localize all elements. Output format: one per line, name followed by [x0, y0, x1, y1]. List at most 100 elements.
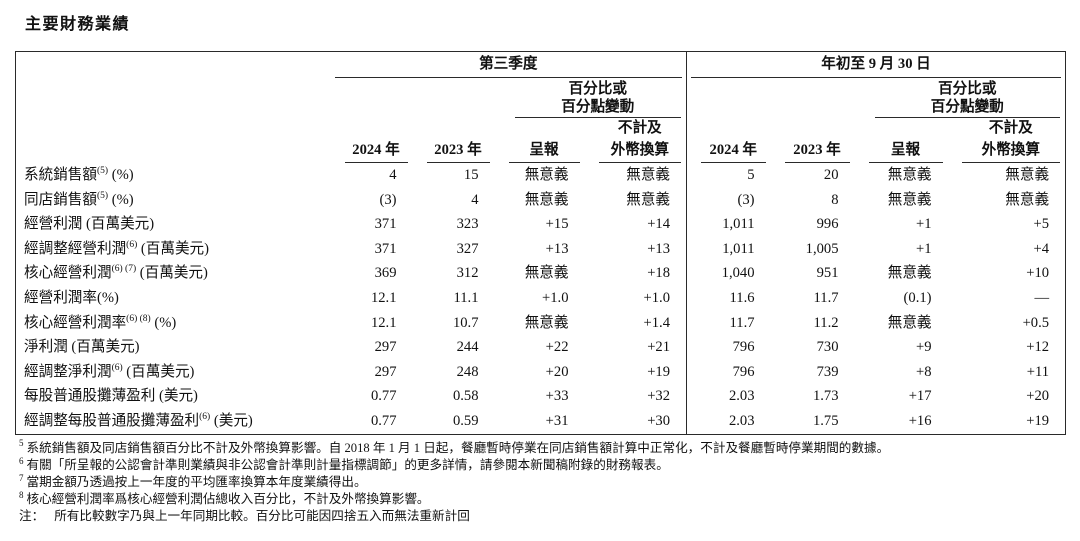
table-row: 經調整淨利潤(6) (百萬美元) 297 248 +20 +19 796 739 +8 +11	[16, 359, 1066, 385]
page-title: 主要財務業績	[25, 16, 131, 33]
row-label: 經營利潤 (百萬美元)	[16, 212, 331, 237]
excl-fx-header-ytd: 不計及	[948, 118, 1066, 139]
group-label-q3: 第三季度	[334, 52, 683, 78]
row-label-text: 淨利潤 (百萬美元)	[24, 339, 140, 356]
column-header-reported-ytd: 呈報	[855, 139, 948, 163]
value-cell: 無意義	[524, 265, 569, 282]
value-cell: 無意義	[1005, 167, 1050, 183]
group-header-q3: 第三季度	[331, 52, 687, 78]
table-row: 系統銷售額(5) (%) 4 15 無意義 無意義 5 20 無意義 無意義	[16, 163, 1066, 188]
footnote-marker: (6)	[111, 362, 123, 373]
row-label: 經調整淨利潤(6) (百萬美元)	[16, 360, 331, 385]
spacer-cell	[686, 118, 771, 139]
value-cell: 327	[456, 240, 479, 257]
value-cell: 無意義	[887, 191, 932, 208]
footnote-marker: (6) (7)	[111, 264, 137, 275]
value-cell: +4	[1033, 240, 1050, 257]
value-cell: +0.5	[1022, 314, 1050, 331]
row-label-text: 核心經營利潤	[24, 265, 112, 282]
excl-fx-header-q3: 不計及	[585, 118, 687, 139]
value-cell: 2.03	[686, 384, 771, 409]
value-cell: (0.1)	[903, 289, 932, 306]
value-cell: +11	[1026, 363, 1050, 380]
value-cell: +8	[915, 363, 932, 380]
value-cell: 796	[686, 359, 771, 385]
footnote-marker: (5)	[96, 190, 109, 201]
value-cell: +19	[1026, 412, 1050, 429]
row-label-unit: (%)	[108, 191, 134, 208]
pct-change-line2: 百分點變動	[930, 99, 1004, 115]
value-cell: 4	[471, 191, 479, 208]
spacer-cell	[495, 118, 585, 139]
value-cell: —	[1034, 289, 1050, 306]
value-cell: 0.59	[452, 412, 479, 429]
value-cell: 0.77	[370, 412, 397, 429]
footnote-marker: 6	[19, 455, 24, 466]
value-cell: 297	[374, 339, 397, 356]
value-cell: 1,011	[686, 212, 771, 237]
column-header-2023-q3: 2023 年	[413, 139, 495, 163]
value-cell: 248	[456, 363, 479, 380]
spacer-cell	[331, 78, 495, 118]
table-row: 每股普通股攤薄盈利 (美元) 0.77 0.58 +33 +32 2.03 1.73 +17 +…	[16, 384, 1066, 409]
value-cell: 12.1	[370, 289, 397, 306]
row-label-text: 經營利潤 (百萬美元)	[24, 216, 155, 233]
value-cell: 11.2	[813, 314, 839, 331]
value-cell: 244	[456, 339, 479, 356]
table-row: 經調整經營利潤(6) (百萬美元) 371 327 +13 +13 1,011 1,005 +…	[16, 236, 1066, 262]
row-label-text: 經調整淨利潤	[24, 363, 112, 380]
table-row: 淨利潤 (百萬美元) 297 244 +22 +21 796 730 +9 +12	[16, 335, 1066, 360]
column-header-exclfx-q3: 外幣換算	[585, 139, 687, 163]
row-label-unit: (百萬美元)	[136, 265, 208, 282]
footnotes: 5 系統銷售額及同店銷售額百分比不計及外幣換算影響。自 2018 年 1 月 1 …	[19, 439, 1065, 526]
value-cell: +21	[647, 339, 671, 356]
excl-fx-line1: 不計及	[988, 120, 1033, 136]
column-header-reported-q3: 呈報	[495, 139, 585, 163]
value-cell: +32	[647, 388, 671, 405]
value-cell: 371	[374, 240, 397, 257]
table-row: 同店銷售額(5) (%) (3) 4 無意義 無意義 (3) 8 無意義 無意義	[16, 187, 1066, 213]
table-row: 經營利潤率(%) 12.1 11.1 +1.0 +1.0 11.6 11.7 (0.1) —	[16, 285, 1066, 311]
group-label-ytd: 年初至 9 月 30 日	[691, 52, 1062, 78]
spacer-cell	[16, 78, 331, 118]
value-cell: 2.03	[686, 408, 771, 435]
row-label-text: 經營利潤率(%)	[24, 289, 119, 306]
column-header-2023-ytd: 2023 年	[771, 139, 855, 163]
value-cell: 無意義	[524, 167, 569, 183]
value-cell: +1.0	[542, 289, 569, 306]
value-cell: +17	[908, 388, 932, 405]
spacer-cell	[16, 139, 331, 163]
footnote: 5 系統銷售額及同店銷售額百分比不計及外幣換算影響。自 2018 年 1 月 1 …	[19, 439, 1065, 457]
value-cell: 996	[816, 216, 839, 233]
pct-change-header-row: 百分比或 百分點變動 百分比或 百分點變動	[16, 78, 1066, 118]
row-label-unit: (美元)	[210, 412, 253, 429]
value-cell: 無意義	[1005, 191, 1050, 208]
value-cell: +31	[545, 412, 569, 429]
table-body: 系統銷售額(5) (%) 4 15 無意義 無意義 5 20 無意義 無意義 同店銷售額(5) (…	[16, 163, 1066, 435]
footnote: 8 核心經營利潤率爲核心經營利潤佔總收入百分比，不計及外幣換算影響。	[19, 490, 1065, 508]
value-cell: 369	[374, 265, 397, 282]
value-cell: 無意義	[887, 314, 932, 331]
value-cell: +10	[1026, 265, 1050, 282]
value-cell: +22	[545, 339, 569, 356]
row-label: 經營利潤率(%)	[16, 286, 331, 311]
footnote-marker: (6)	[126, 239, 138, 250]
value-cell: 無意義	[887, 167, 932, 183]
row-label: 淨利潤 (百萬美元)	[16, 335, 331, 360]
value-cell: +14	[647, 216, 671, 233]
excl-fx-line1-row: 不計及 不計及	[16, 118, 1066, 139]
footnote-marker: 7	[19, 472, 24, 483]
value-cell: 無意義	[524, 191, 569, 208]
row-label-text: 核心經營利潤率	[24, 314, 127, 331]
footnote-marker: (6)	[199, 412, 211, 423]
value-cell: 11.6	[686, 285, 771, 311]
footnote: 6 有關「所呈報的公認會計準則業績與非公認會計準則計量指標調節」的更多詳情，請參閱…	[19, 455, 1065, 474]
table-row: 經調整每股普通股攤薄盈利(6) (美元) 0.77 0.59 +31 +30 2.03 1.…	[16, 408, 1066, 435]
value-cell: 15	[463, 167, 479, 183]
row-label-text: 每股普通股攤薄盈利 (美元)	[24, 388, 198, 405]
table-row: 經營利潤 (百萬美元) 371 323 +15 +14 1,011 996 +1 +5	[16, 212, 1066, 237]
value-cell: +20	[1026, 388, 1050, 405]
value-cell: 0.58	[452, 388, 479, 405]
excl-fx-line1: 不計及	[617, 120, 662, 136]
